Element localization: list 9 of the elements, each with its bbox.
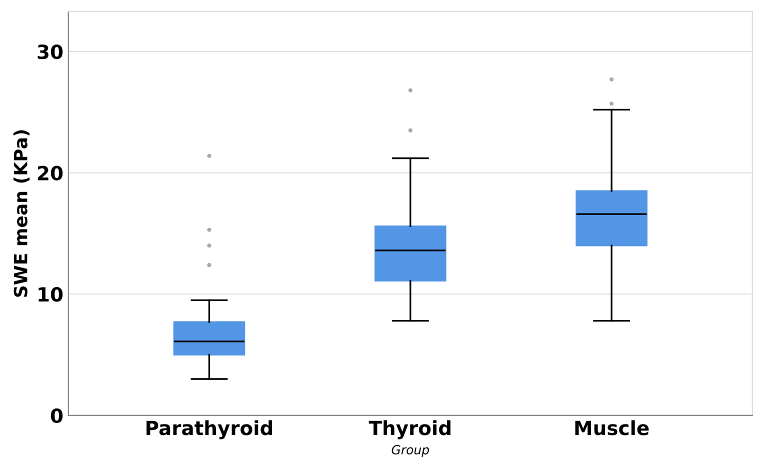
- y-tick-label: 20: [38, 166, 63, 180]
- y-axis-title: SWE mean (KPa): [13, 130, 30, 297]
- x-tick-label: Thyroid: [368, 420, 450, 440]
- x-tick-label: Parathyroid: [146, 420, 272, 440]
- x-axis-title: Group: [392, 445, 429, 457]
- y-tick-label: 0: [50, 408, 63, 424]
- y-tick-label: 30: [38, 44, 63, 60]
- x-tick-label: Muscle: [575, 420, 649, 436]
- y-tick-label: 10: [38, 287, 63, 302]
